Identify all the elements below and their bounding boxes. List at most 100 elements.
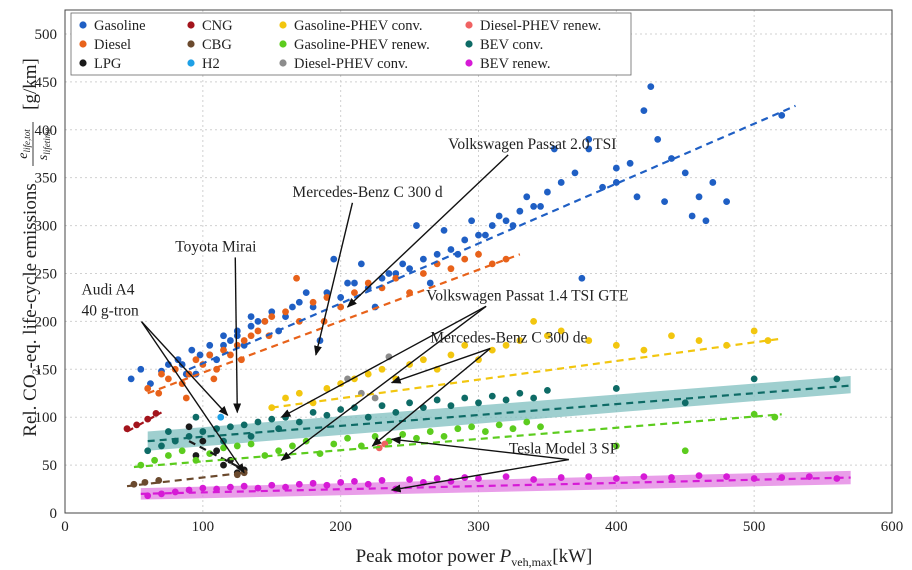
annotation-arrow (140, 321, 245, 474)
data-point (585, 135, 593, 143)
data-point (454, 425, 462, 433)
data-point (599, 183, 606, 191)
data-point (254, 317, 262, 325)
data-point (419, 356, 427, 364)
data-point (523, 193, 531, 201)
data-point (516, 207, 524, 215)
data-point (158, 490, 165, 498)
data-point (164, 375, 172, 383)
data-point (133, 421, 141, 429)
data-point (544, 332, 551, 340)
trend-line-bev-conv (147, 384, 851, 443)
data-point (392, 409, 400, 416)
legend-marker (465, 21, 473, 29)
data-point (495, 212, 503, 220)
data-point (392, 274, 400, 282)
data-point (413, 434, 420, 442)
data-point (399, 260, 407, 268)
data-point (295, 389, 303, 397)
data-point (406, 265, 413, 273)
data-point (612, 442, 620, 450)
annotation-arrow (141, 321, 229, 417)
data-point (447, 351, 455, 359)
data-point (254, 327, 262, 335)
data-point (220, 461, 227, 469)
data-point (640, 346, 648, 354)
x-tick-label: 600 (881, 519, 904, 535)
data-point (371, 394, 379, 402)
data-point (406, 399, 413, 407)
trend-line-lpg (188, 440, 245, 471)
data-point (833, 375, 841, 383)
data-point (220, 332, 227, 340)
data-point (778, 111, 786, 119)
legend-marker (79, 59, 87, 67)
data-point (585, 473, 593, 480)
legend-marker (279, 21, 287, 29)
data-point (750, 375, 758, 383)
data-point (530, 317, 538, 325)
data-point (261, 317, 269, 325)
data-point (764, 337, 772, 344)
data-point (268, 313, 276, 320)
data-point (206, 341, 214, 349)
data-point (406, 476, 413, 483)
series-cng (123, 409, 160, 433)
data-point (668, 155, 675, 162)
data-point (254, 418, 262, 426)
data-point (502, 217, 510, 225)
data-point (247, 332, 255, 340)
data-point (426, 279, 434, 287)
data-point (344, 434, 351, 442)
series-bev-conv (144, 375, 841, 455)
legend-label: BEV conv. (480, 37, 543, 53)
data-point (550, 145, 558, 153)
data-point (364, 413, 372, 421)
data-point (174, 356, 182, 364)
data-point (537, 203, 544, 210)
data-point (178, 380, 186, 388)
data-point (419, 270, 427, 277)
data-point (151, 456, 158, 464)
y-tick-label: 400 (35, 123, 58, 139)
data-point (640, 473, 648, 480)
annotation-arrow (280, 305, 487, 418)
data-point (220, 346, 227, 354)
data-point (192, 452, 200, 459)
trend-lines (126, 104, 851, 495)
data-point (654, 135, 662, 143)
annotation-tesla-model-3-sp: Tesla Model 3 SP (509, 441, 619, 458)
data-point (433, 475, 441, 482)
data-point (220, 341, 227, 349)
x-tick-label: 200 (329, 519, 352, 535)
data-point (681, 169, 689, 177)
data-point (337, 294, 345, 301)
series-h2 (217, 413, 225, 421)
data-point (247, 313, 255, 320)
data-point (240, 337, 248, 344)
data-point (220, 444, 227, 452)
annotation-volkswagen-passat-2-0-tsi: Volkswagen Passat 2.0 TSI (448, 136, 616, 153)
data-point (295, 418, 303, 426)
y-tick-label: 450 (35, 75, 58, 91)
data-point (723, 473, 730, 480)
data-point (475, 250, 482, 258)
data-point (695, 337, 703, 344)
data-point (488, 392, 496, 400)
data-point (488, 222, 496, 229)
data-point (509, 222, 517, 229)
y-tick-label: 350 (35, 171, 58, 187)
tick-labels: 0 100 200 300 400 500 600 0 50 100 150 200 250 300 350… (35, 27, 904, 535)
data-point (481, 428, 489, 435)
data-point (495, 421, 503, 429)
data-point (461, 341, 469, 349)
legend-label: BEV renew. (480, 56, 550, 72)
legend-label: Diesel-PHEV renew. (480, 18, 601, 34)
data-point (330, 440, 338, 448)
data-point (199, 428, 207, 435)
data-point (282, 483, 289, 491)
x-axis-title: Peak motor power Pveh,max[kW] (356, 546, 593, 569)
data-point (378, 365, 386, 373)
data-point (481, 231, 489, 239)
legend-label: Gasoline (94, 18, 146, 34)
